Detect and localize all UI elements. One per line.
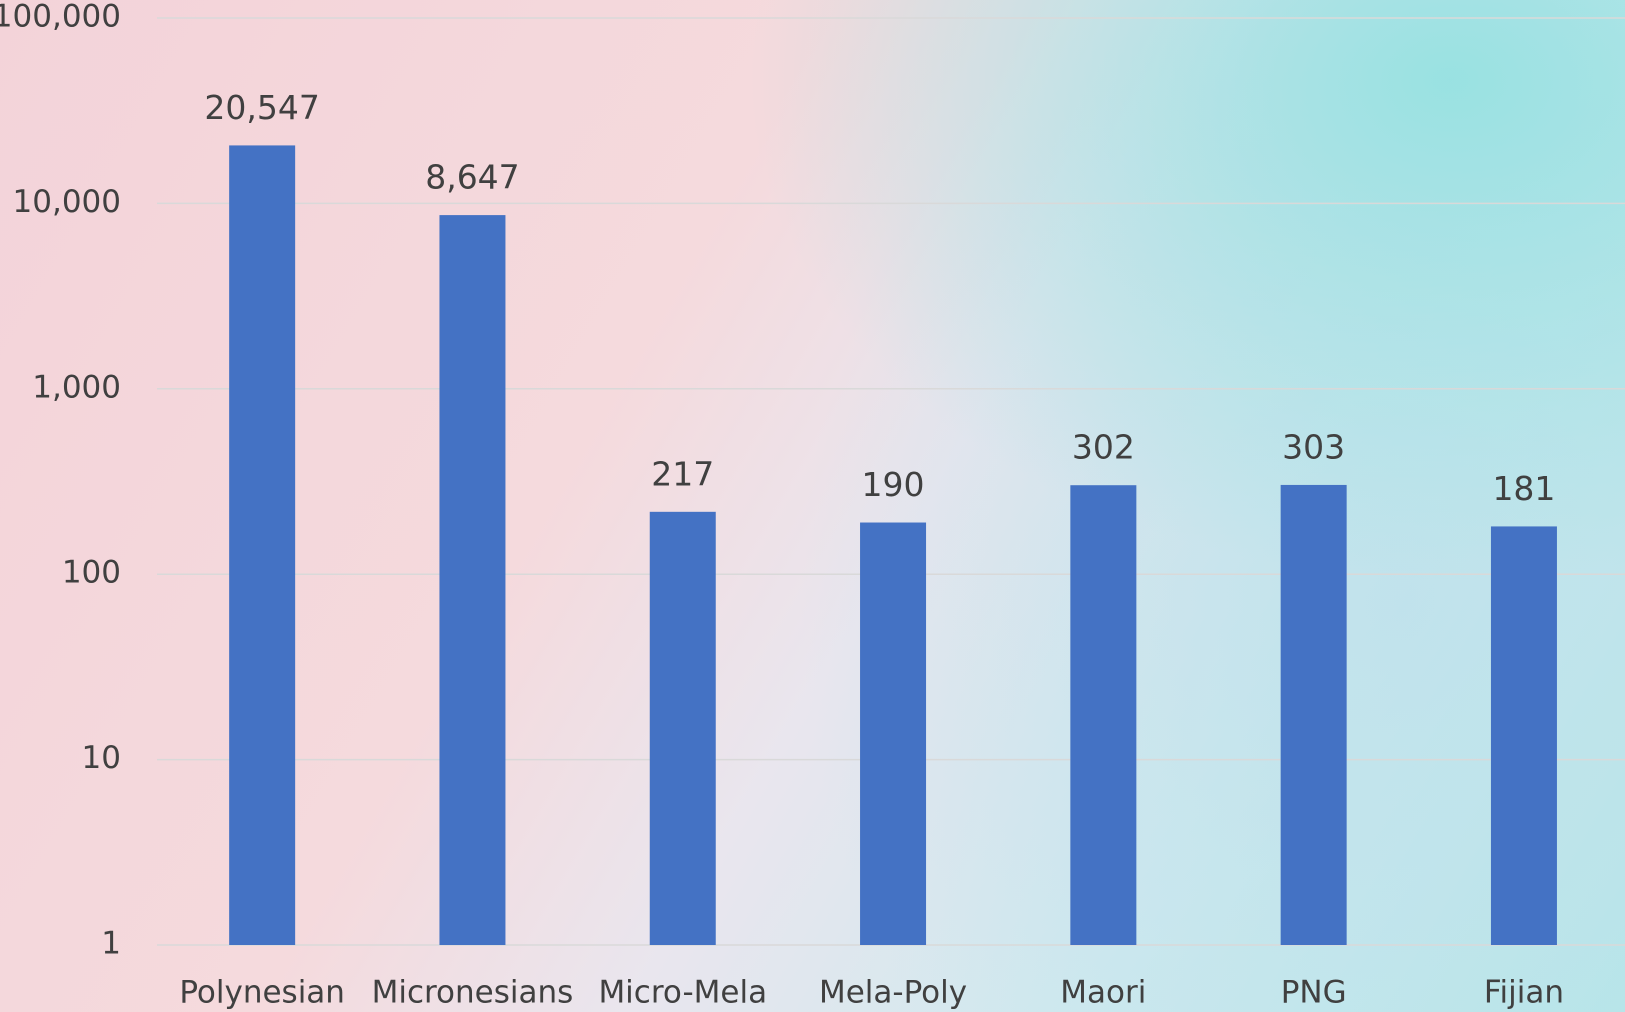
value-label: 190: [862, 465, 925, 504]
value-label: 20,547: [204, 88, 319, 127]
y-tick-label: 1: [101, 926, 121, 962]
x-tick-label: Micro-Mela: [598, 975, 767, 1011]
bar: [229, 145, 295, 945]
bar: [860, 523, 926, 945]
bar: [1491, 526, 1557, 945]
y-tick-label: 1,000: [32, 369, 121, 405]
page: 1 10 100 1,000 10,000 100,000 20,547 Polynesian…: [0, 0, 1625, 1012]
value-label: 181: [1492, 469, 1555, 508]
chart: 1 10 100 1,000 10,000 100,000 20,547 Polynesian…: [0, 0, 1625, 1012]
value-label: 8,647: [425, 158, 519, 197]
y-tick-label: 10,000: [13, 184, 121, 220]
y-tick-label: 100,000: [0, 0, 121, 35]
value-label: 302: [1072, 428, 1135, 467]
x-tick-label: Mela-Poly: [819, 975, 967, 1011]
y-tick-label: 10: [82, 740, 121, 776]
x-tick-label: PNG: [1281, 975, 1347, 1011]
bar: [439, 215, 505, 945]
y-tick-label: 100: [62, 555, 121, 591]
x-tick-label: Maori: [1060, 975, 1146, 1011]
bar: [650, 512, 716, 945]
value-label: 303: [1282, 427, 1345, 466]
x-tick-label: Fijian: [1484, 975, 1564, 1011]
x-tick-label: Polynesian: [179, 975, 345, 1011]
x-tick-label: Micronesians: [372, 975, 574, 1011]
bar: [1070, 485, 1136, 945]
value-label: 217: [651, 454, 714, 493]
bar: [1281, 485, 1347, 945]
